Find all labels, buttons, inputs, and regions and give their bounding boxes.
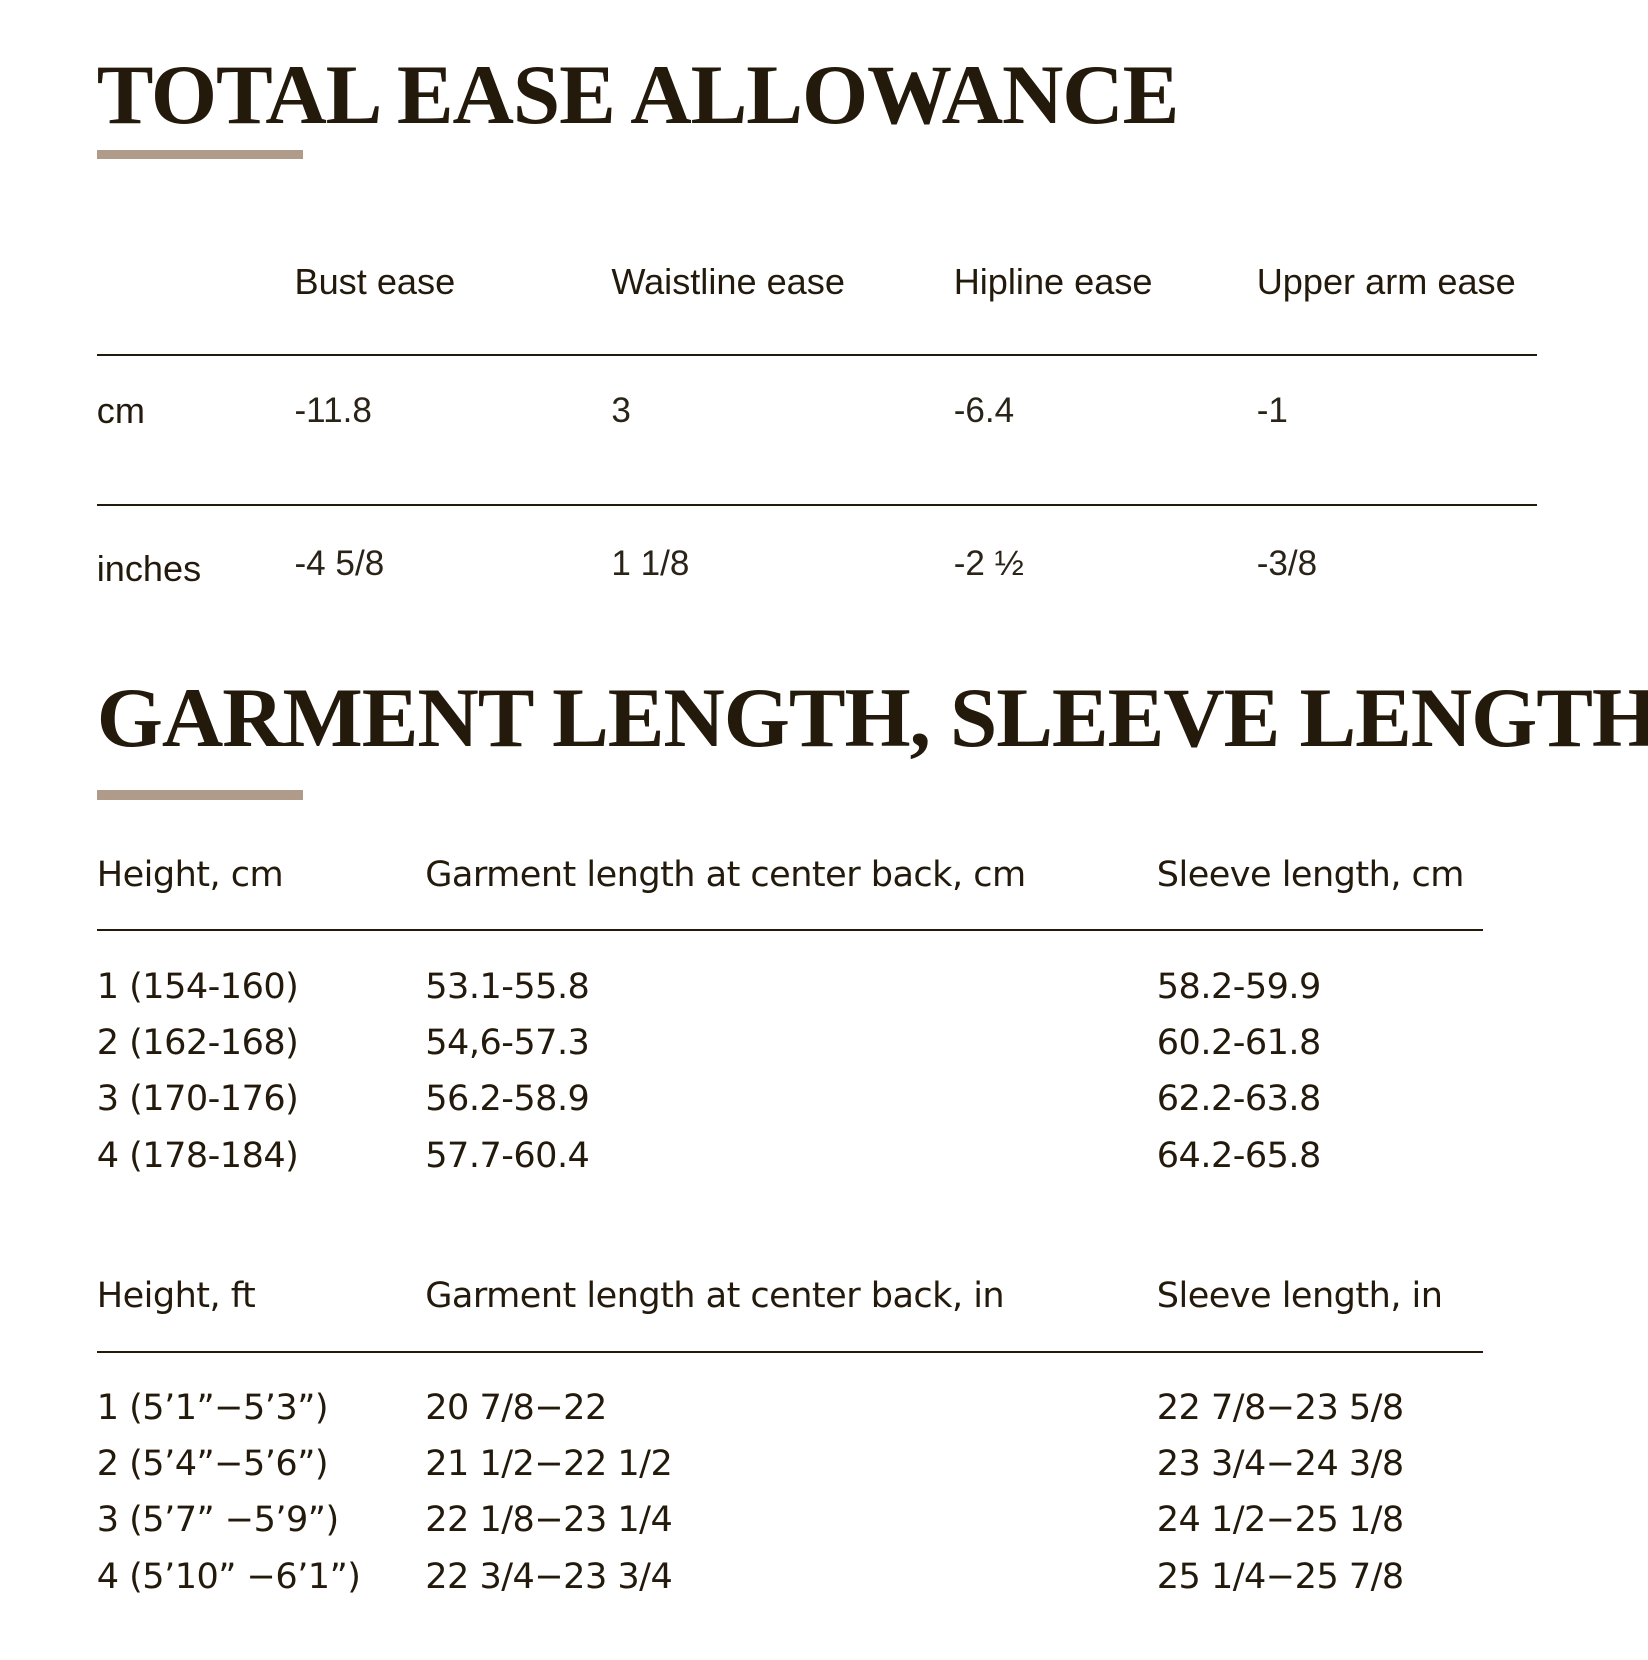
table-cell: 22 1/8−23 1/4 bbox=[425, 1499, 673, 1541]
table-cell: -6.4 bbox=[953, 391, 1015, 431]
table-cell: 2 (5’4”−5’6”) bbox=[96, 1442, 329, 1484]
table-cell: -11.8 bbox=[294, 391, 372, 431]
column-header: Height, ft bbox=[96, 1274, 256, 1316]
column-header: Sleeve length, in bbox=[1156, 1274, 1443, 1316]
table-cell: 22 7/8−23 5/8 bbox=[1156, 1386, 1405, 1428]
table-cell: 56.2-58.9 bbox=[425, 1078, 590, 1120]
table-cell: -2 ½ bbox=[953, 544, 1024, 584]
column-header: Bust ease bbox=[294, 260, 456, 302]
table-divider bbox=[96, 1351, 1484, 1354]
table-cell: -1 bbox=[1256, 391, 1288, 431]
table-divider bbox=[96, 929, 1484, 932]
table-cell: 58.2-59.9 bbox=[1156, 965, 1322, 1007]
section-title: TOTAL EASE ALLOWANCE bbox=[96, 48, 1180, 143]
table-cell: 20 7/8−22 bbox=[425, 1386, 607, 1428]
table-cell: 3 (5’7” −5’9”) bbox=[96, 1499, 339, 1541]
table-cell: 54,6-57.3 bbox=[425, 1021, 590, 1063]
column-header: Upper arm ease bbox=[1256, 260, 1516, 302]
table-divider bbox=[96, 354, 1538, 357]
column-header: Garment length at center back, cm bbox=[425, 853, 1026, 895]
table-cell: 21 1/2−22 1/2 bbox=[425, 1442, 673, 1484]
row-label: inches bbox=[96, 547, 202, 589]
table-cell: -4 5/8 bbox=[294, 544, 385, 584]
table-cell: 1 (5’1”−5’3”) bbox=[96, 1386, 329, 1428]
table-cell: 3 bbox=[611, 391, 631, 431]
column-header: Waistline ease bbox=[611, 260, 845, 302]
table-cell: 64.2-65.8 bbox=[1156, 1134, 1322, 1176]
table-cell: 3 (170-176) bbox=[96, 1078, 299, 1120]
table-cell: -3/8 bbox=[1256, 544, 1318, 584]
column-header: Sleeve length, cm bbox=[1156, 853, 1465, 895]
title-underline bbox=[96, 789, 303, 800]
table-cell: 57.7-60.4 bbox=[425, 1134, 590, 1176]
table-cell: 2 (162-168) bbox=[96, 1021, 299, 1063]
table-cell: 22 3/4−23 3/4 bbox=[425, 1555, 673, 1597]
table-cell: 1 (154-160) bbox=[96, 965, 299, 1007]
table-cell: 62.2-63.8 bbox=[1156, 1078, 1322, 1120]
section-title: GARMENT LENGTH, SLEEVE LENGTH bbox=[96, 671, 1648, 766]
table-cell: 23 3/4−24 3/8 bbox=[1156, 1442, 1405, 1484]
column-header: Hipline ease bbox=[953, 260, 1153, 302]
title-underline bbox=[96, 149, 303, 160]
table-cell: 53.1-55.8 bbox=[425, 965, 590, 1007]
table-cell: 25 1/4−25 7/8 bbox=[1156, 1555, 1405, 1597]
table-cell: 60.2-61.8 bbox=[1156, 1021, 1322, 1063]
table-divider bbox=[96, 503, 1538, 507]
column-header: Garment length at center back, in bbox=[425, 1274, 1005, 1316]
table-cell: 1 1/8 bbox=[611, 544, 690, 584]
table-cell: 24 1/2−25 1/8 bbox=[1156, 1499, 1405, 1541]
table-cell: 4 (5’10” −6’1”) bbox=[96, 1555, 361, 1597]
column-header: Height, cm bbox=[96, 853, 284, 895]
table-cell: 4 (178-184) bbox=[96, 1134, 299, 1176]
row-label: cm bbox=[96, 390, 145, 432]
